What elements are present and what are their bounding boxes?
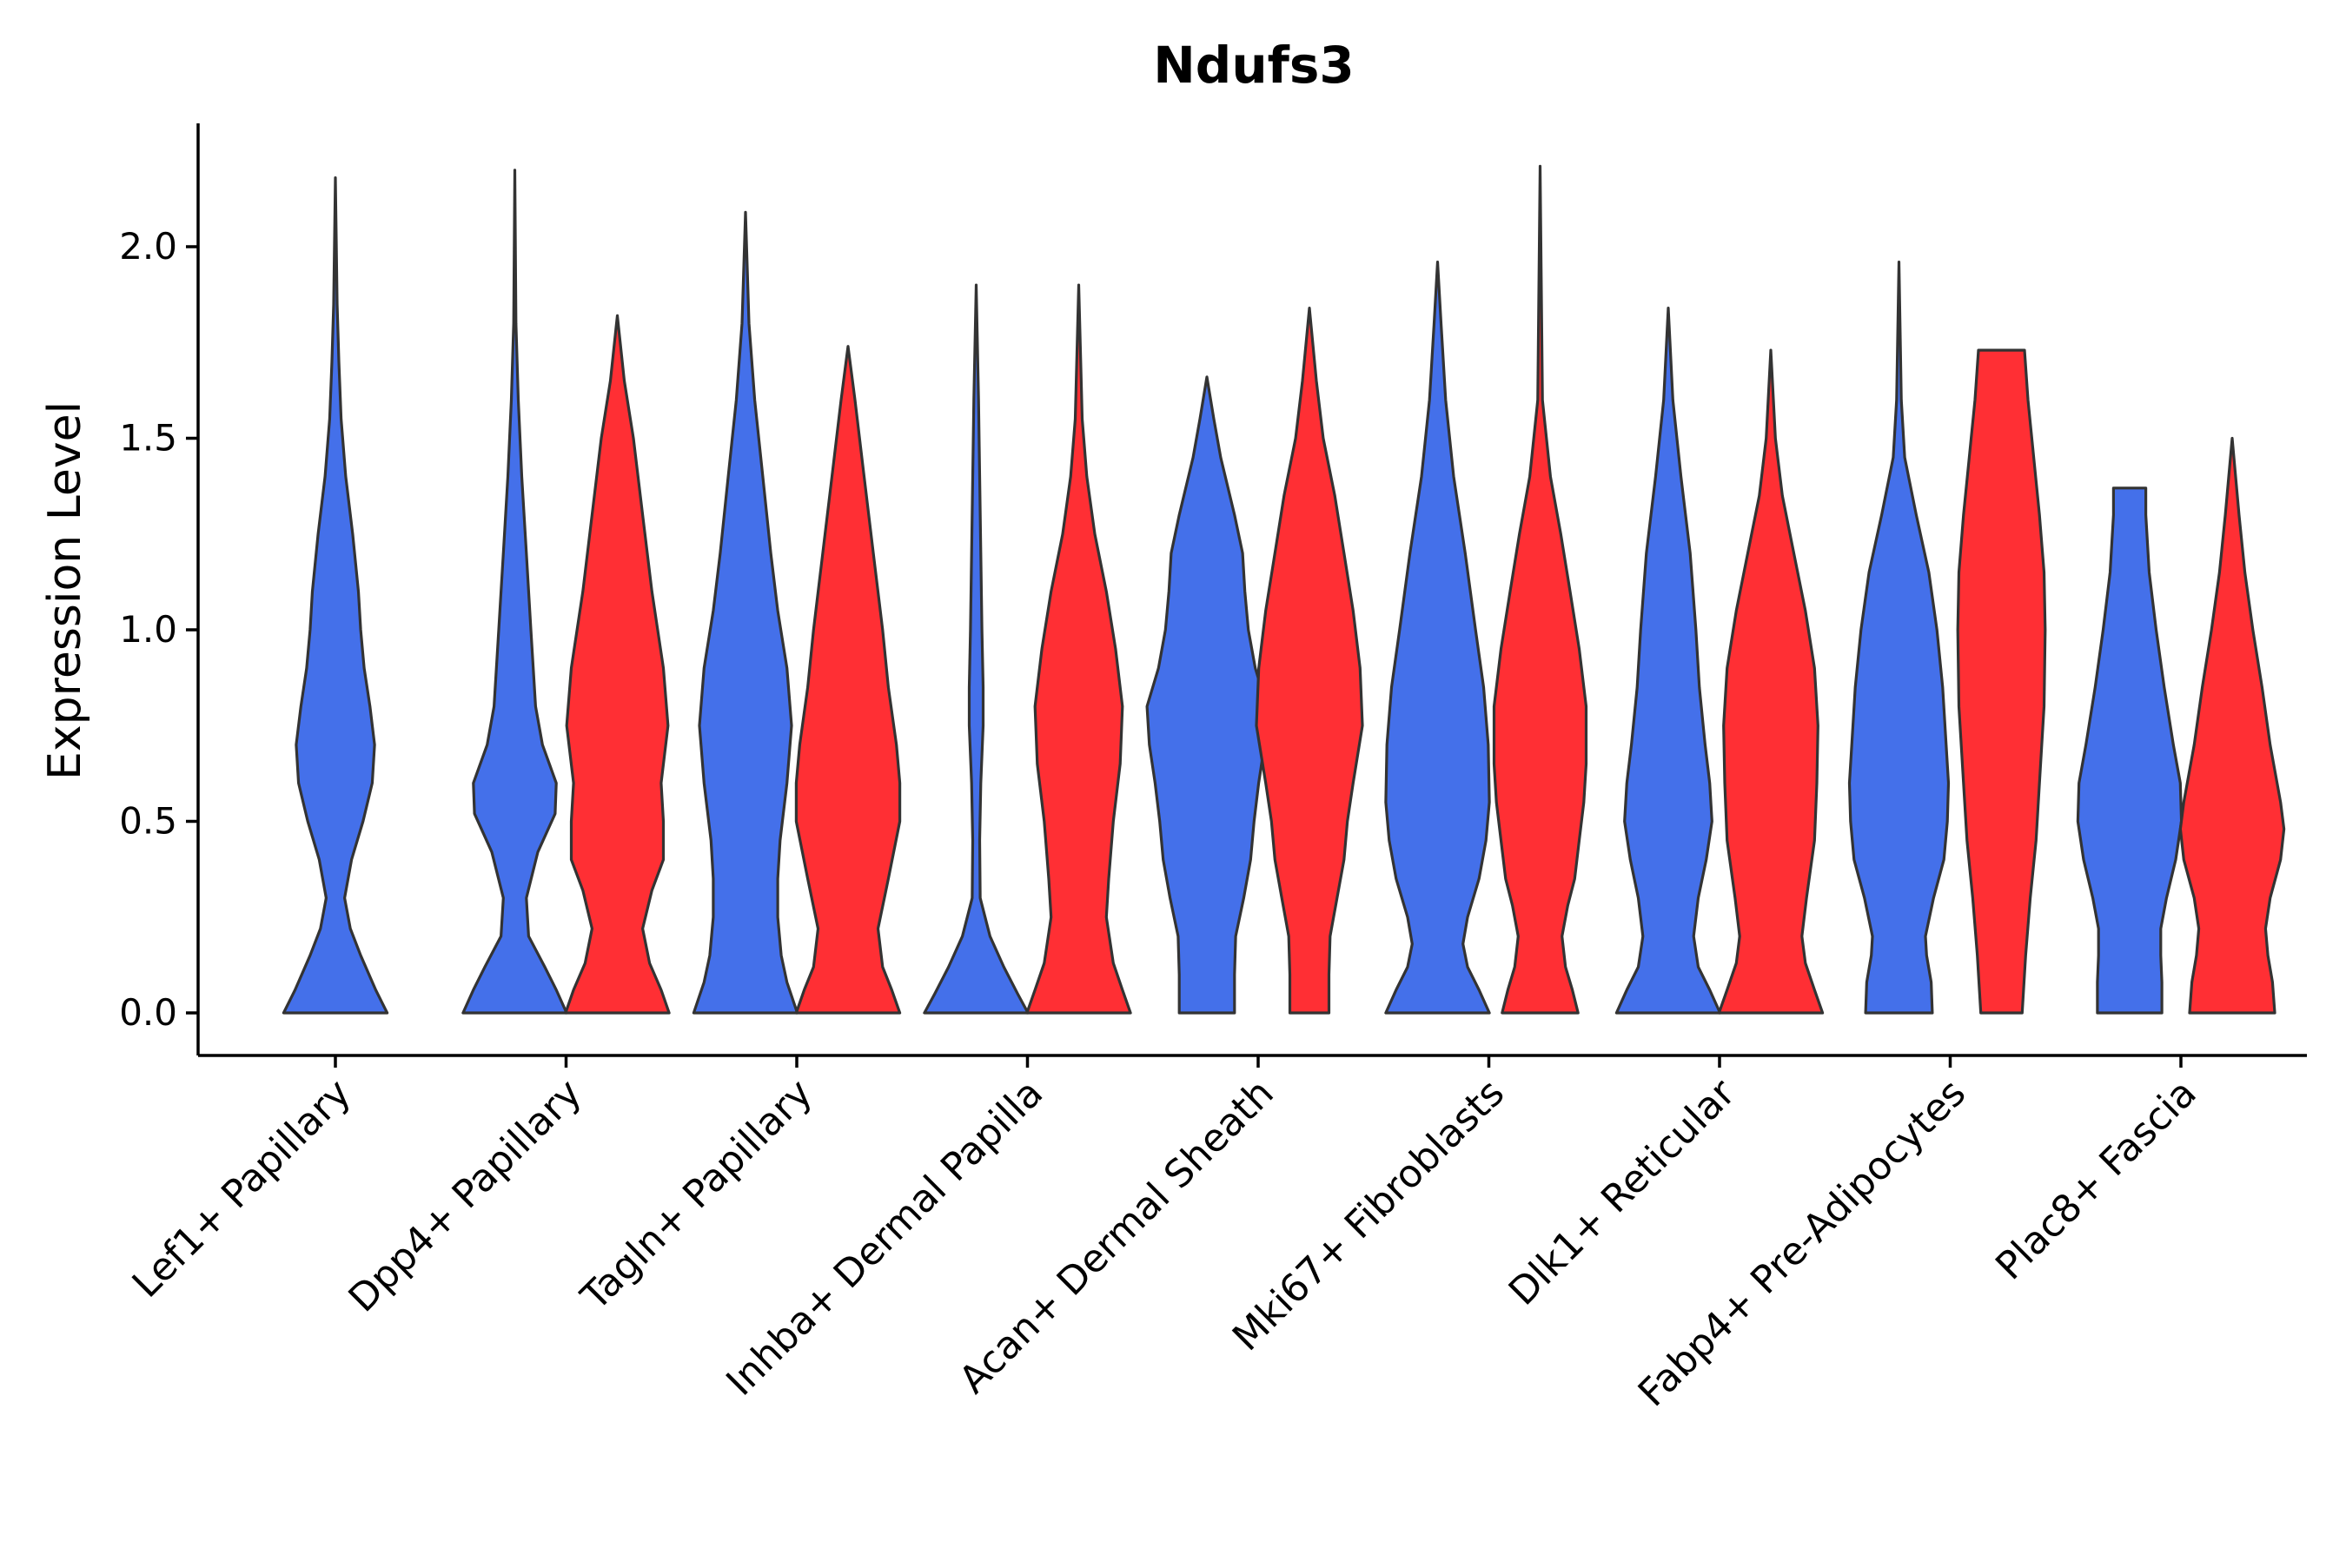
y-tick-label: 0.5 [119,800,177,843]
violin-dlk1-reticular-series-1 [1614,307,1722,1015]
violin-inhba-dermal-papilla-series-2 [1025,283,1132,1015]
violin-lef1-papillary-series-1 [282,176,389,1015]
violin-fabp4-pre-adipocytes-series-1 [1847,261,1951,1015]
violins-layer [282,164,2286,1015]
y-tick-label: 1.5 [119,417,177,460]
violin-mki67-fibroblasts-series-1 [1384,261,1491,1015]
x-tick-label: Plac8+ Fascia [1987,1071,2205,1289]
violin-acan-dermal-sheath-series-2 [1255,307,1364,1015]
y-tick-label: 1.0 [119,608,177,651]
x-tick-label: Lef1+ Papillary [124,1071,360,1307]
y-axis-label: Expression Level [39,401,91,780]
violin-inhba-dermal-papilla-series-1 [923,283,1030,1015]
y-tick-label: 2.0 [119,225,177,268]
violin-dpp4-papillary-series-2 [564,314,671,1015]
x-tick-label: Tagln+ Papillary [573,1071,821,1320]
chart-title: Ndufs3 [1153,36,1354,95]
violin-mki67-fibroblasts-series-2 [1492,164,1588,1015]
y-tick-label: 0.0 [119,991,177,1034]
violin-dlk1-reticular-series-2 [1717,348,1825,1015]
violin-dpp4-papillary-series-1 [461,169,568,1015]
x-tick-label: Dpp4+ Papillary [341,1071,591,1321]
violin-plac8-fascia-series-2 [2178,436,2286,1015]
x-tick-label: Dlk1+ Reticular [1501,1070,1745,1314]
violin-acan-dermal-sheath-series-1 [1145,375,1269,1015]
violin-tagln-papillary-series-1 [692,210,799,1015]
violin-plac8-fascia-series-1 [2076,486,2184,1015]
violin-tagln-papillary-series-2 [794,345,902,1015]
violin-fabp4-pre-adipocytes-series-2 [1956,348,2047,1015]
